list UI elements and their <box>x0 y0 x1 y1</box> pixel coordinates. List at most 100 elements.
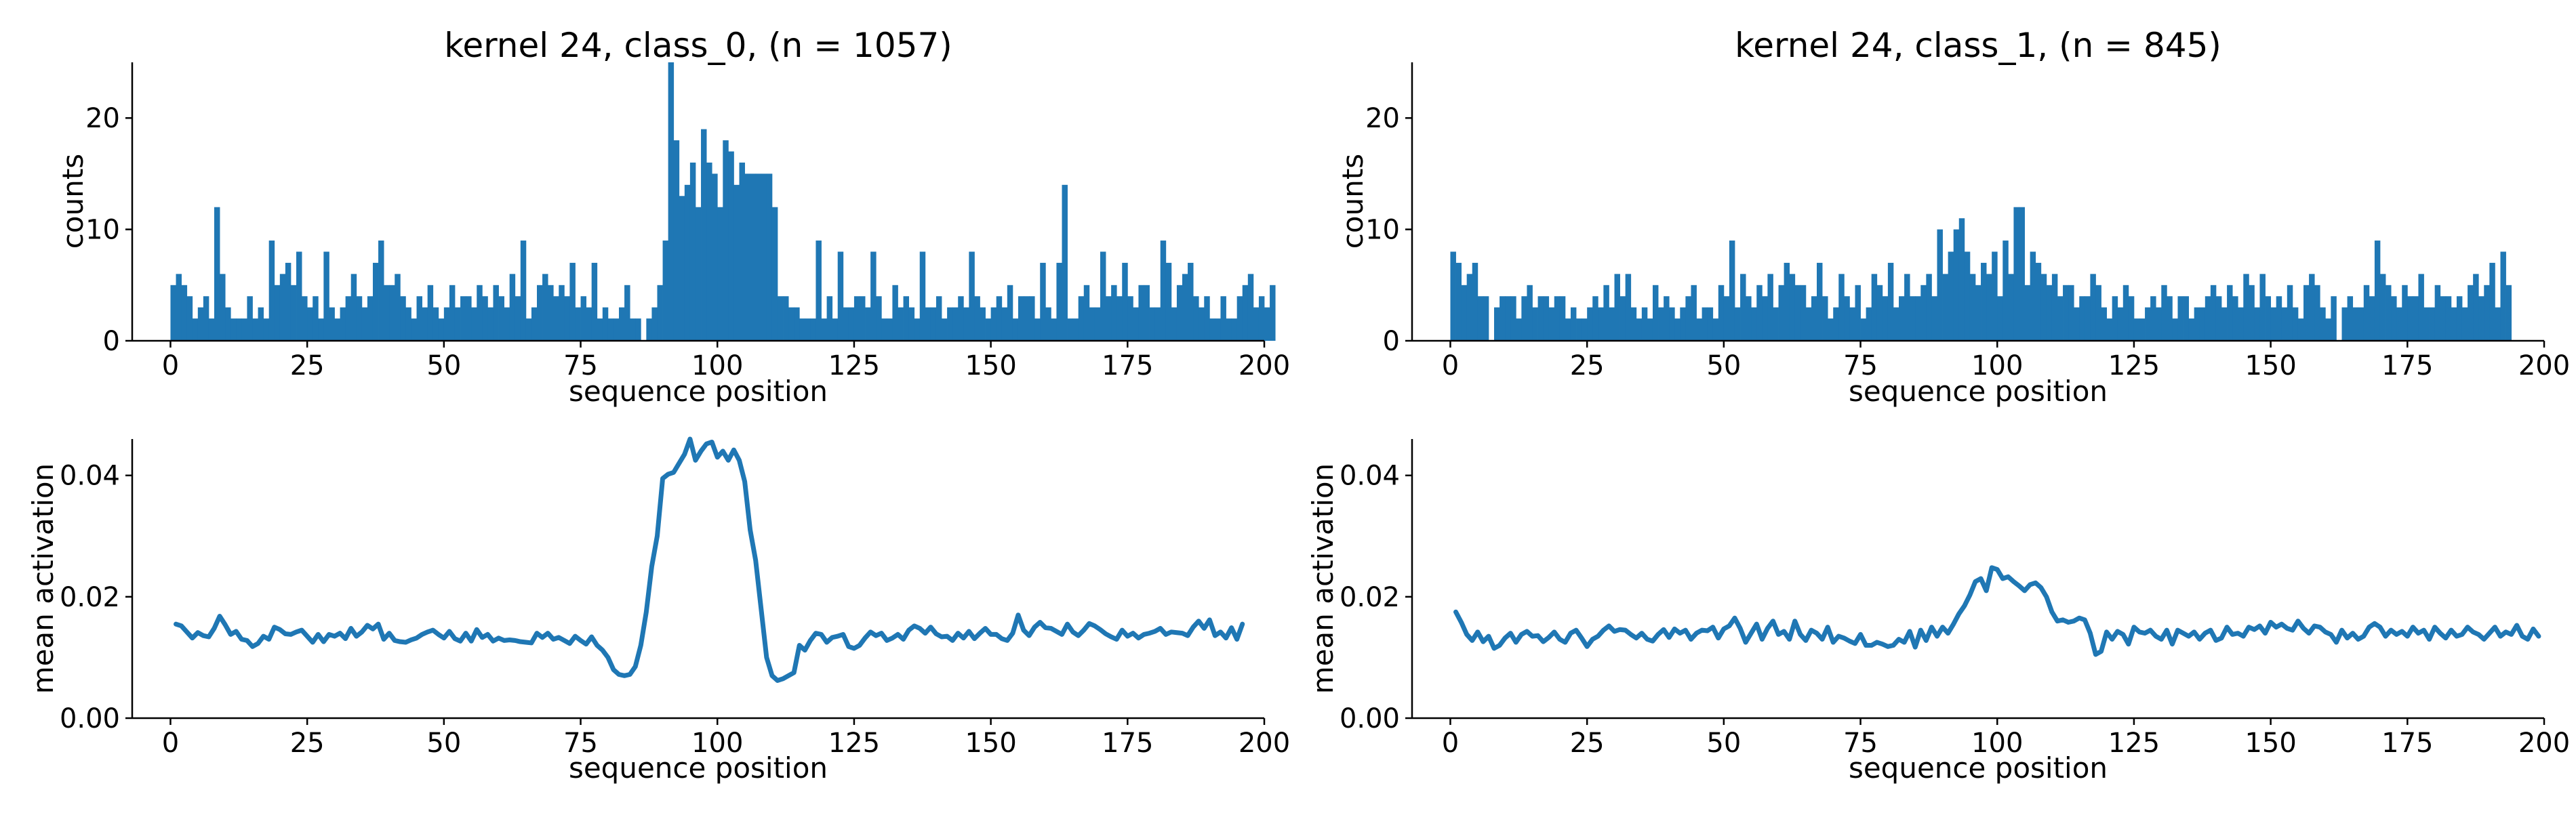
bar <box>1045 307 1051 341</box>
bar <box>263 318 270 341</box>
bar <box>744 173 751 341</box>
bar <box>443 307 450 341</box>
bar <box>186 296 193 341</box>
bar <box>777 296 784 341</box>
bar <box>2303 285 2310 341</box>
bar <box>810 318 816 341</box>
bar <box>1500 296 1506 341</box>
bar <box>542 274 548 341</box>
series-line <box>1453 565 2541 657</box>
bar <box>1270 285 1276 341</box>
bar <box>624 285 630 341</box>
bar <box>1904 274 1910 341</box>
bar <box>323 251 329 341</box>
bar <box>2461 307 2468 341</box>
bar <box>279 274 286 341</box>
x-tick-label: 100 <box>691 728 743 759</box>
bar <box>454 307 461 341</box>
bar <box>1866 307 1872 341</box>
bar <box>1887 262 1894 341</box>
y-axis-label: mean activation <box>1306 463 1340 694</box>
x-tick-label: 200 <box>2518 728 2570 759</box>
bar <box>1746 296 1752 341</box>
bar <box>2106 318 2113 341</box>
x-tick-label: 50 <box>426 350 461 381</box>
bar <box>1800 285 1807 341</box>
bar <box>318 318 324 341</box>
chart-title: kernel 24, class_1, (n = 845) <box>1735 26 2221 65</box>
bar <box>1685 296 1691 341</box>
x-tick-label: 50 <box>426 728 461 759</box>
bar <box>236 318 242 341</box>
axes: 0 25 50 75 100 125 150 175 200 0 10 20 <box>85 62 1290 381</box>
bar <box>903 296 910 341</box>
bar <box>378 241 384 341</box>
y-tick-label: 0.04 <box>1340 461 1400 492</box>
x-tick-label: 100 <box>1971 350 2023 381</box>
bar <box>963 307 969 341</box>
bar <box>1805 307 1812 341</box>
bar <box>1696 318 1702 341</box>
bar <box>1160 241 1167 341</box>
bar <box>225 307 231 341</box>
bar <box>2440 296 2447 341</box>
bar <box>372 262 379 341</box>
bar <box>980 307 986 341</box>
bar <box>1981 262 1987 341</box>
x-axis-label: sequence position <box>569 751 828 785</box>
x-tick-label: 125 <box>2108 728 2160 759</box>
bar <box>2057 296 2064 341</box>
bar <box>2215 296 2222 341</box>
bar <box>2167 296 2173 341</box>
bar <box>214 207 220 341</box>
bar <box>460 296 466 341</box>
bar <box>1220 296 1226 341</box>
bar <box>241 318 247 341</box>
bar <box>898 307 904 341</box>
y-tick-label: 0.02 <box>1340 582 1400 613</box>
bar <box>2391 296 2397 341</box>
bar <box>2331 296 2337 341</box>
bar <box>761 173 767 341</box>
bar <box>389 285 395 341</box>
bar <box>296 251 302 341</box>
bar <box>985 318 992 341</box>
bar <box>2386 285 2392 341</box>
bar <box>247 296 253 341</box>
bar <box>2484 285 2490 341</box>
bar <box>2495 307 2501 341</box>
x-tick-label: 200 <box>2518 350 2570 381</box>
bar <box>1171 307 1178 341</box>
bar <box>1811 296 1817 341</box>
bar <box>2445 296 2452 341</box>
bar <box>908 307 915 341</box>
bar <box>2265 296 2272 341</box>
bar <box>1702 307 1708 341</box>
bar <box>2003 241 2009 341</box>
bar <box>2292 307 2299 341</box>
bar <box>1958 218 1965 341</box>
y-axis-label: mean activation <box>26 463 60 694</box>
bar <box>1138 285 1144 341</box>
bar <box>794 307 800 341</box>
bar <box>498 296 504 341</box>
bar <box>1133 307 1139 341</box>
bar <box>1707 307 1714 341</box>
x-tick-label: 200 <box>1239 350 1290 381</box>
bar <box>1964 251 1971 341</box>
x-tick-label: 150 <box>965 728 1016 759</box>
bar <box>1165 262 1172 341</box>
series-line <box>1453 565 2541 657</box>
bar <box>1034 318 1041 341</box>
bar <box>853 296 860 341</box>
bar <box>662 241 669 341</box>
bar <box>438 318 445 341</box>
bar <box>679 196 685 341</box>
bar <box>482 296 488 341</box>
bar <box>1111 285 1117 341</box>
bar <box>2161 285 2167 341</box>
bar <box>1543 296 1550 341</box>
bar <box>591 262 598 341</box>
bar <box>411 318 417 341</box>
bar <box>1931 296 1937 341</box>
